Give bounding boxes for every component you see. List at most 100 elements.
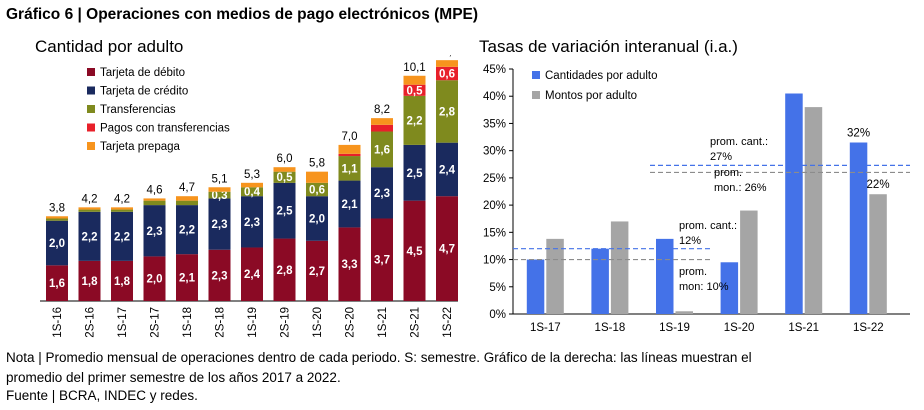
bar-segment bbox=[306, 171, 328, 183]
total-label: 3,8 bbox=[49, 202, 65, 214]
bar-segment bbox=[78, 260, 101, 301]
annotation-text: 12% bbox=[679, 235, 701, 247]
bar-segment bbox=[111, 211, 133, 261]
y-tick-label: 20% bbox=[483, 200, 506, 212]
bar-value-label: 22% bbox=[867, 179, 890, 191]
bar-segment bbox=[176, 196, 198, 201]
bar-segment bbox=[371, 218, 393, 301]
bar-segment bbox=[78, 207, 101, 210]
bar-segment bbox=[306, 196, 328, 241]
x-tick-label: 1S-18 bbox=[182, 307, 194, 338]
segment-label: 0,6 bbox=[439, 69, 455, 81]
x-tick-label: 1S-17 bbox=[117, 307, 129, 338]
segment-label: 4,7 bbox=[439, 244, 455, 256]
chart-note-line2: promedio del primer semestre de los años… bbox=[6, 370, 341, 385]
segment-label: 0,5 bbox=[277, 172, 294, 184]
x-tick-label: 1S-21 bbox=[788, 322, 819, 334]
segment-label: 2,2 bbox=[179, 225, 195, 237]
legend-swatch bbox=[87, 68, 95, 76]
bar-segment bbox=[78, 211, 101, 261]
bar-segment bbox=[436, 196, 458, 301]
segment-label: 2,5 bbox=[277, 206, 294, 218]
bar-segment bbox=[371, 131, 393, 168]
legend-swatch bbox=[87, 86, 95, 95]
total-label: 7,0 bbox=[342, 131, 358, 143]
bar-segment bbox=[338, 144, 361, 154]
bar-segment bbox=[338, 180, 361, 228]
bar bbox=[804, 107, 823, 314]
legend-label: Transferencias bbox=[100, 104, 176, 116]
segment-label: 2,3 bbox=[147, 226, 163, 238]
legend-label: Tarjeta de crédito bbox=[100, 86, 188, 98]
bar bbox=[591, 248, 609, 314]
total-label: 4,7 bbox=[179, 182, 195, 194]
x-tick-label: 2S-20 bbox=[345, 307, 357, 338]
figure-title: Gráfico 6 | Operaciones con medios de pa… bbox=[6, 6, 479, 23]
segment-label: 2,0 bbox=[309, 213, 325, 225]
total-label: 5,3 bbox=[244, 169, 260, 181]
segment-label: 0,3 bbox=[212, 190, 228, 202]
y-tick-label: 35% bbox=[483, 118, 506, 130]
bar-segment bbox=[208, 198, 231, 250]
x-tick-label: 1S-22 bbox=[442, 307, 454, 338]
bar bbox=[740, 210, 758, 314]
bar-segment bbox=[241, 182, 263, 188]
legend-label: Cantidades por adulto bbox=[545, 70, 658, 82]
bar-segment bbox=[273, 171, 296, 183]
segment-label: 3,3 bbox=[342, 259, 358, 271]
stacked-bar-chart: 1,6 2,0 3,8 1S-16 1,8 2,2 4,2 2S-16 1,8 2,2 4,2 1S-… bbox=[40, 55, 458, 338]
segment-label: 2,0 bbox=[49, 238, 65, 250]
segment-label: 4,5 bbox=[407, 246, 424, 258]
segment-label: 2,4 bbox=[439, 164, 456, 176]
segment-label: 2,1 bbox=[342, 199, 359, 211]
total-label: 5,8 bbox=[309, 158, 325, 170]
segment-label: 2,3 bbox=[374, 188, 390, 200]
bar-segment bbox=[371, 167, 393, 219]
x-tick-label: 1S-22 bbox=[853, 322, 884, 334]
annotation-text: 27% bbox=[710, 151, 732, 163]
total-label: 6,0 bbox=[277, 153, 293, 165]
y-tick-label: 25% bbox=[483, 173, 506, 185]
bar-segment bbox=[338, 227, 361, 301]
y-tick-label: 0% bbox=[489, 309, 506, 321]
x-tick-label: 1S-18 bbox=[595, 322, 626, 334]
segment-label: 0,5 bbox=[407, 85, 424, 97]
x-tick-label: 2S-21 bbox=[410, 307, 422, 338]
segment-label: 2,0 bbox=[147, 274, 163, 286]
x-tick-label: 1S-21 bbox=[377, 307, 389, 338]
bar-segment bbox=[403, 200, 426, 301]
bar-segment bbox=[241, 247, 263, 301]
bar-segment bbox=[111, 207, 133, 210]
bar-segment bbox=[143, 200, 166, 206]
bar-segment bbox=[143, 256, 166, 301]
x-tick-label: 1S-17 bbox=[530, 322, 561, 334]
legend-swatch bbox=[532, 71, 540, 79]
bar-segment bbox=[241, 196, 263, 248]
bar-segment bbox=[403, 144, 426, 201]
bar-segment bbox=[338, 153, 361, 157]
bar-segment bbox=[111, 260, 133, 301]
annotation-text: prom. bbox=[679, 266, 707, 278]
bar bbox=[869, 194, 887, 314]
bar-segment bbox=[241, 187, 263, 197]
segment-label: 2,3 bbox=[212, 219, 228, 231]
total-label: 5,1 bbox=[212, 173, 228, 185]
bar-segment bbox=[111, 209, 133, 212]
x-tick-label: 1S-20 bbox=[312, 307, 324, 338]
y-tick-label: 40% bbox=[483, 91, 506, 103]
bar-segment bbox=[436, 66, 458, 81]
chart-note-line1: Nota | Promedio mensual de operaciones d… bbox=[6, 350, 752, 365]
segment-label: 2,4 bbox=[244, 269, 261, 281]
segment-label: 1,6 bbox=[374, 144, 390, 156]
segment-label: 1,8 bbox=[114, 276, 131, 288]
right-chart-title: Tasas de variación interanual (i.a.) bbox=[479, 37, 738, 56]
bar-segment bbox=[273, 238, 296, 301]
legend-swatch bbox=[87, 105, 95, 113]
bar-segment bbox=[436, 80, 458, 143]
legend-label: Tarjeta de débito bbox=[100, 67, 185, 79]
legend-label: Montos por adulto bbox=[545, 90, 637, 102]
x-tick-label: 1S-19 bbox=[247, 307, 259, 338]
total-label: 10,1 bbox=[403, 62, 425, 74]
bar-segment bbox=[403, 84, 426, 96]
total-label: 4,6 bbox=[147, 184, 163, 196]
